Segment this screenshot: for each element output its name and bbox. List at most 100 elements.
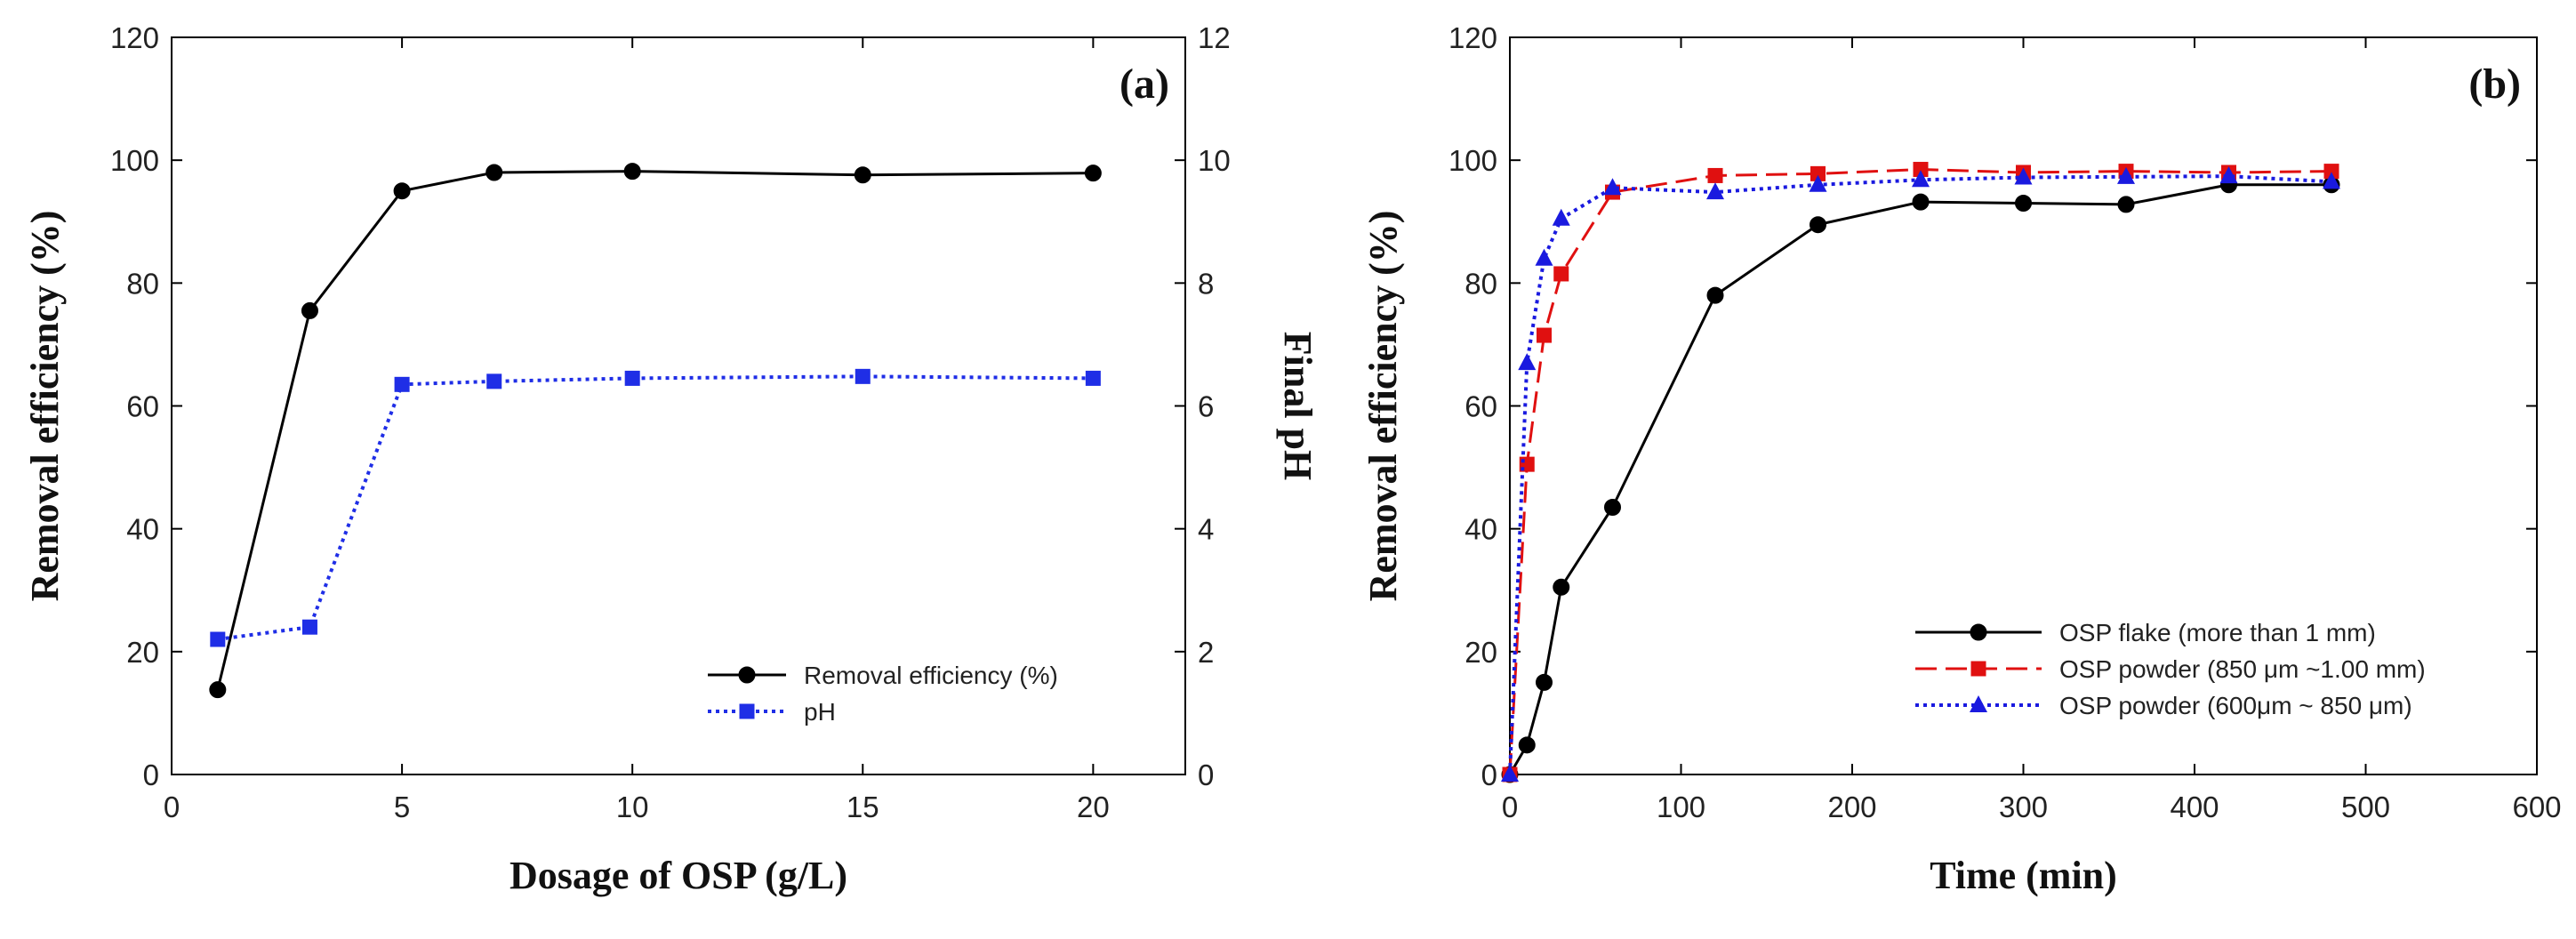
data-point-60 [1604,498,1621,516]
data-point-240 [1913,162,1929,178]
data-point-300 [2014,167,2033,185]
x-axis-title: Time (min) [1930,854,2117,897]
data-point-300 [2015,195,2032,213]
y-tick-label: 60 [1465,390,1497,423]
data-point-180 [1810,165,1826,181]
panel-label: (a) [1119,60,1169,108]
data-point-20 [1536,673,1553,691]
y-tick-label: 40 [1465,513,1497,546]
y-tick-label: 80 [1465,267,1497,300]
legend-label: Removal efficiency (%) [804,662,1058,689]
legend-swatch-marker [1970,661,1986,677]
legend-label: OSP powder (850 μm ~1.00 mm) [2059,655,2426,683]
x-tick-label: 100 [1657,791,1705,823]
series-line [1508,168,2332,775]
data-point-20 [1535,248,1553,266]
data-point-420 [2219,166,2238,184]
data-point-7 [486,164,503,181]
data-point-180 [1810,216,1826,234]
legend-swatch-marker [738,666,756,684]
x-tick-label: 300 [1999,791,2048,823]
chart-panel-b: 0 20 40 60 80 100 120 0 100 200 300 400 500 600 Time (… [1361,21,2562,897]
y-axis-title: Removal efficiency (%) [1361,211,1405,602]
x-tick-label: 15 [847,791,879,823]
series-osp-powder-600-m-850-m [1501,166,2340,782]
x-tick-label: 500 [2341,791,2390,823]
y2-tick-label: 12 [1198,21,1231,54]
y2-tick-label: 0 [1198,758,1214,791]
panel-label: (b) [2468,60,2521,108]
y2-tick-label: 10 [1198,144,1231,177]
data-point-15 [855,368,871,384]
series-removal-efficiency [209,163,1102,699]
series-line [217,374,1094,641]
series-line [1508,174,2332,775]
legend-swatch-marker [1970,695,1987,712]
data-point-3 [301,301,318,319]
y2-tick-label: 2 [1198,636,1214,669]
legend-swatch-marker [1970,623,1987,641]
x-tick-label: 600 [2512,791,2561,823]
legend-label: OSP powder (600μm ~ 850 μm) [2059,692,2412,719]
y-tick-label: 100 [110,144,159,177]
x-tick-label: 10 [616,791,649,823]
series-line [216,170,1094,691]
data-point-360 [2117,196,2135,213]
data-point-180 [1809,174,1827,192]
x-axis-title: Dosage of OSP (g/L) [510,854,847,897]
data-point-1 [210,631,226,647]
data-point-240 [1912,193,1930,211]
y-tick-label: 0 [1481,758,1497,791]
y2-axis-title: Final pH [1276,332,1320,481]
y-tick-label: 120 [1448,21,1497,54]
x-tick-label: 0 [1502,791,1518,823]
x-tick-label: 20 [1077,791,1110,823]
data-point-240 [1912,170,1930,188]
x-tick-label: 5 [394,791,410,823]
data-point-5 [393,182,411,200]
y-axis-title: Removal efficiency (%) [23,211,67,602]
data-point-30 [1553,266,1569,282]
y-tick-label: 20 [1465,636,1497,669]
series-ph [210,368,1101,647]
data-point-0 [1501,765,1519,782]
series-line [1508,183,2331,775]
y-tick-label: 0 [143,758,159,791]
legend-swatch-marker [739,703,755,719]
data-point-120 [1706,286,1724,304]
y-tick-label: 40 [126,513,159,546]
legend-label: pH [804,698,836,726]
y-tick-label: 100 [1448,144,1497,177]
data-point-60 [1603,178,1622,196]
x-tick-label: 400 [2170,791,2219,823]
data-point-20 [1537,327,1552,343]
y2-tick-label: 8 [1198,267,1214,300]
data-point-30 [1552,208,1570,226]
data-point-480 [2323,172,2340,189]
data-point-1 [209,681,227,699]
data-point-5 [394,376,410,392]
data-point-480 [2323,164,2339,180]
series-osp-powder-850-m-1-00-mm [1502,162,2339,782]
y-tick-label: 60 [126,390,159,423]
data-point-120 [1706,182,1724,200]
y-tick-label: 120 [110,21,159,54]
y2-tick-label: 6 [1198,390,1214,423]
y-tick-label: 20 [126,636,159,669]
legend: OSP flake (more than 1 mm) OSP powder (85… [1915,619,2426,719]
legend-label: OSP flake (more than 1 mm) [2059,619,2376,646]
data-point-10 [623,163,641,181]
data-point-360 [2117,166,2135,184]
y-tick-label: 80 [126,267,159,300]
x-tick-label: 200 [1827,791,1876,823]
data-point-120 [1707,167,1723,183]
data-point-10 [1518,353,1537,371]
data-point-20 [1085,370,1101,386]
x-tick-label: 0 [164,791,180,823]
data-point-3 [301,619,317,635]
data-point-10 [1518,736,1536,754]
data-point-7 [486,373,502,389]
data-point-15 [854,166,871,184]
